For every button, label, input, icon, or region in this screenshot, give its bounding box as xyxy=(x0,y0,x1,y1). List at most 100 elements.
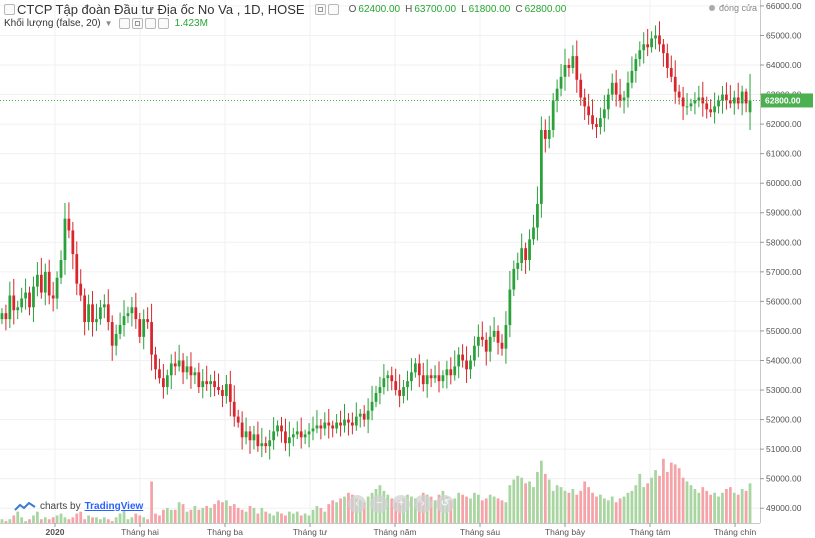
zoom-in-icon[interactable]: + xyxy=(392,495,410,513)
branding[interactable]: charts by TradingView xyxy=(14,500,143,512)
candle-body xyxy=(705,103,709,110)
candle-body xyxy=(504,325,508,349)
candle-body xyxy=(138,319,142,337)
price-axis[interactable]: 49000.00 50000.00 51000.00 52000.00 53000.00… xyxy=(760,0,815,538)
candle xyxy=(201,369,205,399)
candle xyxy=(185,356,189,380)
volume-bar xyxy=(240,509,244,523)
scroll-left-icon[interactable]: ‹ xyxy=(348,495,366,513)
candle xyxy=(280,416,283,443)
candle-body xyxy=(650,38,653,48)
volume-bar xyxy=(473,492,476,523)
chart-navigation: ‹ − + › ↺ xyxy=(348,495,458,513)
candle-body xyxy=(461,354,464,361)
scroll-right-icon[interactable]: › xyxy=(414,495,432,513)
volume-bar xyxy=(465,496,468,523)
candle-body xyxy=(315,425,319,429)
hide-indicator-icon[interactable] xyxy=(118,18,130,29)
chart-grid xyxy=(0,0,760,523)
candle-body xyxy=(256,434,260,447)
more-icon[interactable] xyxy=(157,18,169,29)
candle-body xyxy=(16,307,20,311)
volume-bar xyxy=(138,515,142,523)
settings-icon[interactable] xyxy=(314,4,326,15)
price-tick-label: 56000.00 xyxy=(766,296,802,306)
volume-bar xyxy=(638,473,642,523)
volume-bar xyxy=(177,502,181,523)
candle xyxy=(476,324,480,358)
volume-bar xyxy=(457,492,461,523)
volume-bar xyxy=(461,494,464,523)
volume-bar xyxy=(721,492,724,523)
volume-bar xyxy=(591,492,594,523)
volume-bar xyxy=(276,511,279,523)
candle xyxy=(205,365,209,391)
candle xyxy=(276,420,279,437)
candle xyxy=(665,43,669,79)
candle-body xyxy=(134,307,138,320)
candle xyxy=(484,332,488,366)
candle xyxy=(386,370,390,392)
branding-link[interactable]: TradingView xyxy=(84,500,144,512)
candle-body xyxy=(465,360,468,370)
candle-body xyxy=(28,292,31,308)
candle xyxy=(555,79,559,113)
candle-body xyxy=(291,434,295,438)
candle-body xyxy=(626,82,630,98)
price-tick-label: 62000.00 xyxy=(766,119,802,129)
zoom-out-icon[interactable]: − xyxy=(370,495,388,513)
candle xyxy=(67,202,71,239)
indicator-settings-icon[interactable] xyxy=(131,18,143,29)
candle-body xyxy=(158,369,161,379)
candle-body xyxy=(606,94,610,110)
candle xyxy=(610,73,614,101)
hide-series-icon[interactable] xyxy=(327,4,339,15)
candle-body xyxy=(24,292,27,299)
volume-bar xyxy=(20,517,24,523)
candle xyxy=(319,418,323,440)
candle xyxy=(602,95,606,132)
candle-body xyxy=(555,88,559,101)
candle-body xyxy=(244,431,248,438)
candle-body xyxy=(709,109,713,113)
reset-icon[interactable]: ↺ xyxy=(436,495,454,513)
time-axis[interactable]: 2020 Tháng hai Tháng ba Tháng tư Tháng năm Th… xyxy=(0,523,760,537)
volume-bar xyxy=(429,496,433,523)
candle-body xyxy=(559,76,563,89)
volume-bar xyxy=(520,477,524,523)
candle xyxy=(654,25,657,50)
candle-body xyxy=(142,319,146,337)
chevron-down-icon[interactable]: ▼ xyxy=(104,19,113,28)
volume-bar xyxy=(221,502,224,523)
candle xyxy=(327,408,331,439)
candle xyxy=(240,411,244,450)
candle xyxy=(539,116,543,218)
volume-bar xyxy=(650,477,653,523)
price-tick-label: 53000.00 xyxy=(766,385,802,395)
candle xyxy=(669,55,673,83)
candle-body xyxy=(713,106,716,113)
volume-bar xyxy=(480,500,484,523)
candle xyxy=(512,260,516,297)
candle-body xyxy=(150,322,153,355)
candle-body xyxy=(299,431,303,438)
volume-bar xyxy=(449,500,453,523)
volume-indicator-label: Khối lượng (false, 20) xyxy=(4,18,101,29)
candle xyxy=(433,365,437,383)
candle-body xyxy=(488,336,492,352)
candle-body xyxy=(173,363,177,367)
candle-body xyxy=(732,97,736,104)
volume-bar xyxy=(335,502,339,523)
candle xyxy=(701,81,705,117)
collapse-legend-icon[interactable] xyxy=(4,4,15,15)
candle xyxy=(189,352,193,389)
candle-body xyxy=(673,76,677,92)
candle xyxy=(110,315,114,361)
volume-bar xyxy=(323,511,327,523)
close-indicator-icon[interactable] xyxy=(144,18,156,29)
candle xyxy=(193,367,197,385)
candle-body xyxy=(453,366,457,376)
volume-bar xyxy=(516,475,520,523)
candle xyxy=(358,408,362,428)
